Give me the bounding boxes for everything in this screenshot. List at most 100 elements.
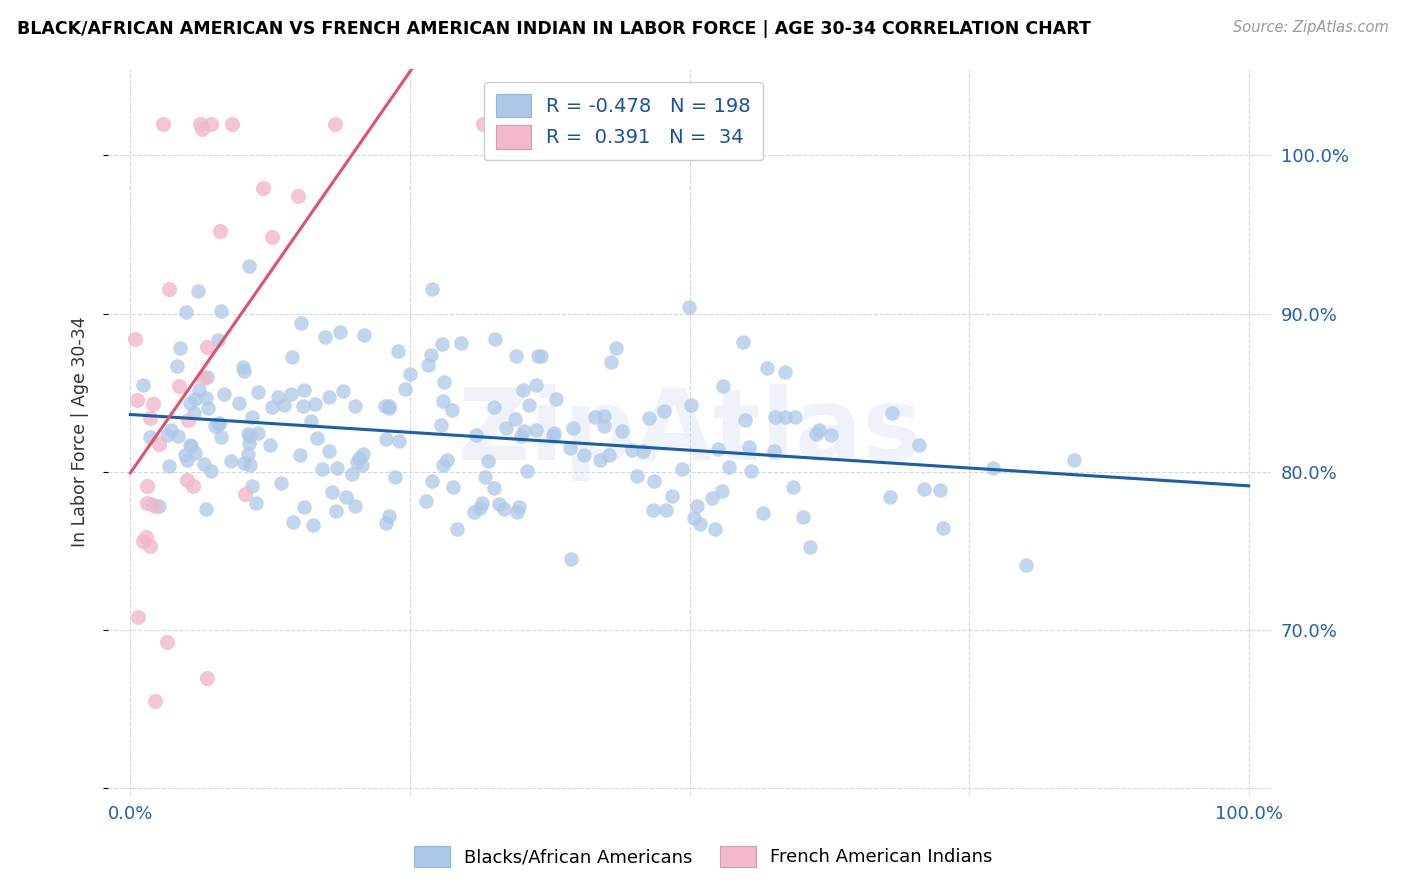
Point <box>544 392 567 406</box>
Point <box>139 430 162 444</box>
Point <box>157 282 180 296</box>
Point <box>643 474 665 488</box>
Point <box>135 530 157 544</box>
Point <box>375 516 398 530</box>
Point <box>463 505 485 519</box>
Point <box>236 448 259 462</box>
Point <box>157 459 180 474</box>
Point <box>879 490 901 504</box>
Point <box>318 443 340 458</box>
Point <box>176 413 198 427</box>
Point <box>652 403 675 417</box>
Point <box>820 428 842 442</box>
Point <box>981 461 1004 475</box>
Point <box>641 503 664 517</box>
Point <box>304 397 326 411</box>
Point <box>127 610 149 624</box>
Point <box>245 496 267 510</box>
Point <box>179 396 201 410</box>
Point <box>471 117 494 131</box>
Point <box>686 499 709 513</box>
Point <box>183 405 205 419</box>
Point <box>733 335 755 350</box>
Point <box>208 417 231 431</box>
Point <box>506 505 529 519</box>
Point <box>281 515 304 529</box>
Point <box>252 180 274 194</box>
Point <box>288 448 311 462</box>
Point <box>432 394 454 409</box>
Point <box>598 448 620 462</box>
Point <box>560 552 582 566</box>
Point <box>880 406 903 420</box>
Point <box>446 522 468 536</box>
Point <box>1015 558 1038 573</box>
Point <box>219 454 242 468</box>
Point <box>159 423 181 437</box>
Point <box>420 281 443 295</box>
Point <box>374 399 396 413</box>
Point <box>799 540 821 554</box>
Point <box>605 342 627 356</box>
Point <box>638 411 661 425</box>
Point <box>136 496 159 510</box>
Point <box>352 447 374 461</box>
Point <box>387 343 409 358</box>
Point <box>211 304 233 318</box>
Point <box>740 464 762 478</box>
Point <box>346 455 368 469</box>
Point <box>530 349 553 363</box>
Point <box>707 442 730 457</box>
Point <box>717 460 740 475</box>
Point <box>232 456 254 470</box>
Point <box>174 304 197 318</box>
Point <box>420 475 443 489</box>
Point <box>239 458 262 472</box>
Point <box>441 481 464 495</box>
Point <box>377 509 399 524</box>
Point <box>131 378 153 392</box>
Point <box>200 117 222 131</box>
Point <box>325 504 347 518</box>
Point <box>301 517 323 532</box>
Point <box>200 464 222 478</box>
Point <box>344 400 367 414</box>
Point <box>233 487 256 501</box>
Point <box>270 475 292 490</box>
Point <box>221 117 243 131</box>
Point <box>929 483 952 498</box>
Point <box>526 349 548 363</box>
Point <box>436 453 458 467</box>
Point <box>267 390 290 404</box>
Point <box>195 369 218 384</box>
Point <box>314 329 336 343</box>
Point <box>440 403 463 417</box>
Point <box>260 230 283 244</box>
Point <box>208 417 231 432</box>
Point <box>236 426 259 441</box>
Point <box>513 424 536 438</box>
Point <box>470 501 492 516</box>
Point <box>318 390 340 404</box>
Point <box>148 436 170 450</box>
Point <box>246 425 269 440</box>
Point <box>543 425 565 440</box>
Point <box>378 399 401 413</box>
Point <box>505 349 527 363</box>
Point <box>246 384 269 399</box>
Point <box>711 484 734 499</box>
Point <box>378 401 401 416</box>
Point <box>488 498 510 512</box>
Point <box>416 358 439 372</box>
Legend: Blacks/African Americans, French American Indians: Blacks/African Americans, French America… <box>406 838 1000 874</box>
Point <box>583 409 606 424</box>
Point <box>1063 453 1085 467</box>
Point <box>326 461 349 475</box>
Point <box>752 506 775 520</box>
Point <box>388 434 411 448</box>
Point <box>384 470 406 484</box>
Point <box>299 414 322 428</box>
Point <box>679 398 702 412</box>
Point <box>633 444 655 458</box>
Point <box>484 482 506 496</box>
